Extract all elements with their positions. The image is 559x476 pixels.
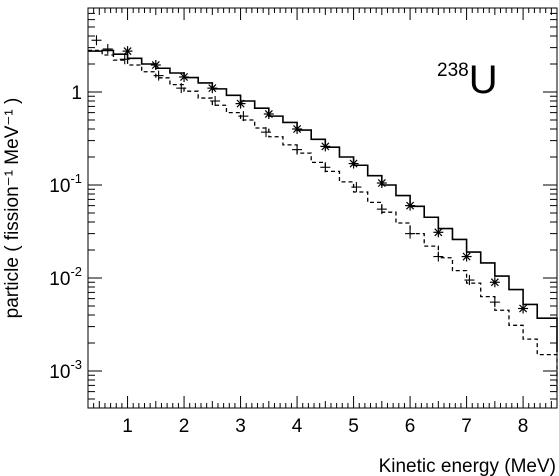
star-marker-stroke bbox=[293, 124, 302, 134]
star-marker-stroke bbox=[406, 201, 415, 210]
star-marker bbox=[489, 277, 500, 288]
star-marker bbox=[207, 83, 218, 94]
star-marker-stroke bbox=[264, 109, 273, 119]
star-marker-stroke bbox=[490, 278, 499, 287]
x-tick-label: 1 bbox=[122, 416, 133, 437]
x-tick-labels: 1 2 3 4 5 6 7 8 bbox=[122, 416, 528, 437]
x-tick-label: 7 bbox=[461, 416, 472, 437]
y-tick-label: 1 bbox=[71, 83, 82, 104]
star-marker-stroke bbox=[151, 60, 160, 70]
plus-marker bbox=[102, 43, 113, 54]
y-tick-label: 10-2 bbox=[49, 264, 82, 290]
plus-marker bbox=[176, 83, 187, 94]
star-marker-stroke bbox=[349, 159, 358, 168]
isotope-symbol: U bbox=[469, 58, 498, 102]
star-marker-stroke bbox=[236, 99, 245, 108]
plus-marker bbox=[376, 204, 387, 215]
star-marker bbox=[461, 251, 472, 262]
y-tick-label-exponent: -3 bbox=[70, 357, 82, 372]
plus-marker bbox=[464, 275, 475, 286]
star-marker-stroke bbox=[180, 72, 189, 82]
plus-marker bbox=[351, 182, 362, 193]
plot-frame bbox=[87, 7, 558, 409]
x-tick-label: 8 bbox=[518, 416, 529, 437]
isotope-mass-number: 238 bbox=[437, 60, 469, 81]
star-marker-stroke bbox=[519, 304, 528, 313]
y-tick-label: 10-1 bbox=[49, 171, 82, 197]
y-tick-labels: 10-310-210-11 bbox=[49, 83, 82, 383]
star-marker-stroke bbox=[321, 142, 330, 151]
star-marker bbox=[150, 60, 161, 71]
star-marker bbox=[235, 98, 246, 109]
y-tick-label-base: 10 bbox=[49, 362, 70, 383]
plus-marker bbox=[489, 297, 500, 308]
x-tick-label: 3 bbox=[235, 416, 246, 437]
y-tick-label-exponent: -2 bbox=[70, 264, 82, 279]
x-tick-label: 4 bbox=[292, 416, 303, 437]
star-marker bbox=[518, 303, 529, 314]
x-tick-label: 2 bbox=[179, 416, 190, 437]
plus-marker bbox=[91, 35, 102, 46]
star-marker bbox=[320, 141, 331, 152]
plus-marker bbox=[238, 111, 249, 122]
star-marker-stroke bbox=[434, 228, 443, 237]
x-tick-label: 6 bbox=[405, 416, 416, 437]
series-layer bbox=[88, 35, 558, 392]
star-marker bbox=[376, 178, 387, 189]
star-marker bbox=[405, 200, 416, 211]
y-tick-label: 10-3 bbox=[49, 357, 82, 383]
star-marker bbox=[292, 123, 303, 134]
plus-marker bbox=[433, 251, 444, 262]
star-marker-stroke bbox=[208, 84, 217, 93]
axis-ticks bbox=[87, 7, 558, 409]
y-tick-label-base: 10 bbox=[49, 269, 70, 290]
star-marker bbox=[433, 227, 444, 238]
x-axis-title: Kinetic energy (MeV) bbox=[379, 456, 556, 476]
series-solid-histogram bbox=[88, 49, 558, 353]
isotope-label: 238U bbox=[437, 58, 498, 102]
plus-marker bbox=[292, 144, 303, 155]
plus-marker bbox=[260, 127, 271, 138]
plus-marker bbox=[153, 70, 164, 81]
star-marker-stroke bbox=[123, 47, 132, 56]
plus-marker bbox=[119, 54, 130, 65]
star-marker bbox=[348, 158, 359, 169]
star-marker bbox=[263, 108, 274, 119]
x-tick-label: 5 bbox=[348, 416, 359, 437]
plus-marker bbox=[320, 162, 331, 173]
y-tick-label-exponent: -1 bbox=[70, 171, 82, 186]
plus-marker bbox=[405, 228, 416, 239]
star-marker-stroke bbox=[462, 252, 471, 261]
plus-marker bbox=[210, 96, 221, 107]
y-tick-label-base: 1 bbox=[71, 83, 82, 104]
y-tick-label-base: 10 bbox=[49, 176, 70, 197]
star-marker bbox=[122, 46, 133, 57]
series-dashed-histogram bbox=[88, 49, 558, 392]
star-marker bbox=[179, 71, 190, 82]
y-axis-title: particle ( fission⁻¹ MeV⁻¹ ) bbox=[2, 98, 23, 319]
star-marker-stroke bbox=[377, 178, 386, 188]
